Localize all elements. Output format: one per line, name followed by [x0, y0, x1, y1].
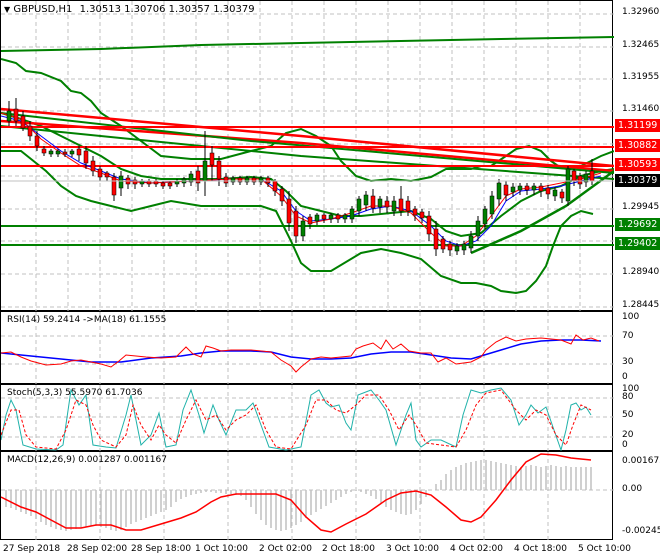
price-chart-canvas [1, 1, 614, 312]
trendline-upper [1, 36, 614, 52]
macd-panel[interactable]: MACD(12,26,9) 0.001287 0.001167 [0, 451, 614, 541]
rsi-level: 100 [622, 312, 640, 322]
rsi-line [1, 334, 600, 373]
price-tag-support: 1.29692 [615, 218, 660, 231]
time-label: 2 Oct 02:00 [259, 544, 312, 554]
time-label: 28 Sep 18:00 [131, 544, 192, 554]
rsi-canvas [1, 312, 614, 385]
stoch-canvas [1, 385, 614, 452]
price-tag-current: 1.30379 [615, 174, 660, 187]
rsi-level: 0 [622, 372, 628, 382]
rsi-panel[interactable]: RSI(14) 59.2414 ->MA(18) 61.1555 [0, 311, 614, 385]
symbol-title: GBPUSD,H1 [13, 4, 73, 15]
bollinger-middle [1, 112, 614, 238]
ma-slow [1, 115, 602, 247]
macd-level: -0.002453 [622, 526, 660, 536]
price-tag-resistance: 1.30593 [615, 158, 660, 171]
price-tag-resistance: 1.31199 [615, 119, 660, 132]
macd-histogram [5, 460, 592, 531]
ma-fast [1, 112, 602, 247]
rising-support-trendline [470, 169, 614, 255]
main-price-chart[interactable]: ▼ GBPUSD,H1 1.30513 1.30706 1.30357 1.30… [0, 0, 614, 312]
candles [6, 98, 595, 256]
macd-level: 0.00 [622, 484, 643, 494]
time-label: 28 Sep 02:00 [67, 544, 128, 554]
triangle-down-icon[interactable]: ▼ [4, 5, 11, 14]
time-label: 2 Oct 18:00 [322, 544, 375, 554]
stoch-title: Stoch(5,3,3) 55.5970 61.7036 [7, 388, 143, 398]
chart-header: ▼ GBPUSD,H1 1.30513 1.30706 1.30357 1.30… [4, 4, 255, 15]
macd-signal-line [1, 453, 592, 533]
price-label: 1.29945 [622, 202, 660, 212]
ohlc-values: 1.30513 1.30706 1.30357 1.30379 [79, 4, 255, 15]
stoch-level: 100 [622, 384, 640, 394]
stoch-level: 0 [622, 440, 628, 450]
price-label: 1.32960 [622, 7, 660, 17]
stochastic-panel[interactable]: Stoch(5,3,3) 55.5970 61.7036 [0, 384, 614, 452]
time-label: 1 Oct 10:00 [195, 544, 248, 554]
stoch-signal-line [1, 389, 592, 450]
rsi-title: RSI(14) 59.2414 ->MA(18) 61.1555 [7, 315, 167, 325]
macd-level: 0.001675 [622, 456, 660, 466]
green-trendline-2 [1, 125, 614, 180]
time-label: 5 Oct 10:00 [578, 544, 631, 554]
bollinger-upper [1, 58, 614, 183]
time-label: 4 Oct 18:00 [514, 544, 567, 554]
time-label: 27 Sep 2018 [3, 544, 61, 554]
rsi-level: 30 [622, 357, 634, 367]
green-trendline-1 [1, 112, 614, 174]
stoch-level: 80 [622, 392, 634, 402]
bollinger-lower [1, 150, 594, 295]
stoch-level: 50 [622, 410, 634, 420]
price-tag-support: 1.29402 [615, 237, 660, 250]
macd-canvas [1, 452, 614, 541]
price-tag-resistance: 1.30882 [615, 139, 660, 152]
rsi-level: 70 [622, 331, 634, 341]
time-label: 4 Oct 02:00 [450, 544, 503, 554]
price-label: 1.31460 [622, 104, 660, 114]
price-label: 1.28445 [622, 300, 660, 310]
resistance-trendline-1 [1, 107, 614, 168]
price-label: 1.31955 [622, 72, 660, 82]
price-label: 1.32465 [622, 40, 660, 50]
stoch-level: 20 [622, 430, 634, 440]
stoch-main-line [1, 387, 592, 452]
time-label: 3 Oct 10:00 [386, 544, 439, 554]
macd-title: MACD(12,26,9) 0.001287 0.001167 [7, 455, 167, 465]
rsi-ma-line [1, 339, 602, 363]
price-label: 1.28940 [622, 267, 660, 277]
resistance-trendline-2 [1, 119, 614, 173]
